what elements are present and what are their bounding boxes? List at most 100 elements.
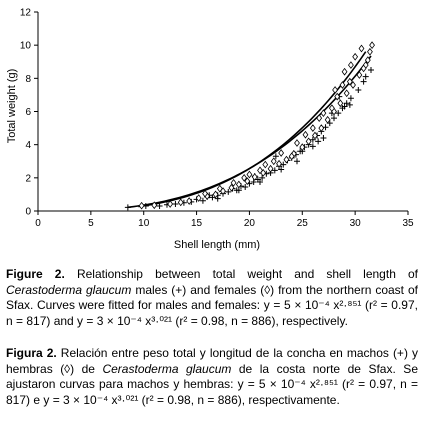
female-point (216, 184, 223, 193)
female-point (283, 155, 290, 164)
female-point (312, 131, 318, 140)
female-point (316, 114, 323, 122)
male-point (225, 188, 232, 195)
female-point (241, 173, 248, 182)
male-point (294, 158, 300, 165)
female-point (350, 81, 356, 89)
female-point (360, 64, 367, 73)
female-point (212, 190, 219, 199)
male-point (172, 201, 179, 208)
female-point (278, 149, 285, 157)
male-point (320, 135, 327, 142)
y-tick-label: 12 (20, 8, 32, 19)
figure-caption-english: Figure 2. Relationship between total wei… (6, 267, 418, 329)
male-point (214, 195, 221, 202)
female-point (352, 52, 359, 61)
female-point (177, 198, 184, 207)
male-point (343, 100, 350, 107)
x-tick-label: 20 (244, 218, 256, 229)
female-point (367, 47, 373, 56)
female-point (235, 180, 242, 189)
female-point (341, 67, 348, 76)
y-tick-label: 8 (25, 74, 31, 85)
female-point (348, 61, 354, 69)
male-point (278, 166, 285, 173)
female-point (151, 201, 158, 210)
female-point (302, 130, 309, 139)
female-point (186, 197, 193, 205)
female-point (167, 200, 174, 208)
y-tick-label: 6 (25, 107, 31, 118)
female-point (270, 157, 277, 166)
female-point (230, 178, 237, 187)
y-tick-label: 10 (20, 41, 32, 52)
x-axis-title: Shell length (mm) (174, 239, 260, 251)
male-point (250, 178, 257, 185)
male-point (341, 103, 348, 110)
female-point (138, 201, 145, 210)
female-point (299, 143, 306, 152)
y-axis-title: Total weight (g) (6, 69, 18, 144)
male-point (331, 115, 337, 122)
female-point (251, 173, 258, 181)
female-point (334, 92, 341, 101)
male-point (124, 204, 131, 211)
data-marks (124, 41, 375, 211)
y-tick-label: 2 (25, 173, 31, 184)
male-point (272, 153, 279, 160)
male-point (346, 101, 353, 108)
female-point (267, 164, 274, 173)
female-point (358, 44, 365, 53)
male-point (347, 95, 354, 102)
female-point (339, 81, 346, 89)
female-point (244, 177, 251, 186)
female-point (343, 89, 350, 98)
female-point (228, 183, 235, 192)
male-point (209, 194, 216, 201)
caption-text-english-1: Relationship between total weight and sh… (64, 267, 419, 281)
caption-text-spanish-2: de la costa norte de Sfax. Se ajustaron … (6, 361, 418, 407)
axes: 0 5 10 15 20 25 30 35 0 2 4 6 8 10 12 (20, 8, 414, 230)
male-point (271, 167, 278, 174)
x-tick-label: 0 (35, 218, 41, 229)
male-point (156, 203, 163, 210)
x-tick-label: 35 (402, 218, 414, 229)
caption-species-english: Cerastoderma glaucum (6, 282, 132, 297)
male-point (242, 183, 249, 190)
female-point (288, 152, 295, 161)
male-point (259, 174, 266, 181)
female-point (294, 139, 300, 147)
female-point (309, 124, 316, 132)
female-point (320, 109, 327, 118)
x-tick-label: 30 (350, 218, 362, 229)
male-point (309, 136, 316, 143)
x-tick-label: 15 (191, 218, 203, 229)
x-tick-label: 10 (138, 218, 150, 229)
female-point (324, 115, 331, 124)
fit-lines (127, 51, 372, 209)
male-point (360, 78, 367, 85)
female-point (332, 86, 338, 94)
fit-curve-series-2 (138, 51, 367, 208)
female-point (195, 194, 202, 202)
figure-caption-spanish: Figura 2. Relación entre peso total y lo… (6, 346, 418, 408)
caption-text-spanish-1: Relación entre peso total y longitud de … (6, 346, 418, 376)
male-point (368, 67, 374, 74)
y-tick-label: 4 (25, 140, 31, 151)
female-point (276, 159, 282, 168)
male-point (257, 178, 263, 185)
female-point (246, 170, 253, 179)
x-tick-label: 25 (297, 218, 309, 229)
female-point (328, 104, 335, 113)
female-point (346, 77, 353, 86)
male-point (335, 110, 342, 117)
female-point (356, 71, 363, 79)
female-point (318, 124, 325, 132)
caption-species-spanish: Cerastoderma glaucum (102, 361, 232, 376)
caption-text-english-2: males (+) and females (◊) from the north… (6, 282, 418, 328)
female-point (202, 189, 208, 198)
male-point (315, 138, 322, 145)
y-tick-label: 0 (25, 207, 31, 218)
x-tick-label: 5 (88, 218, 94, 229)
scatter-chart: 0 5 10 15 20 25 30 35 0 2 4 6 8 10 12 Shell length (mm… (6, 8, 414, 252)
